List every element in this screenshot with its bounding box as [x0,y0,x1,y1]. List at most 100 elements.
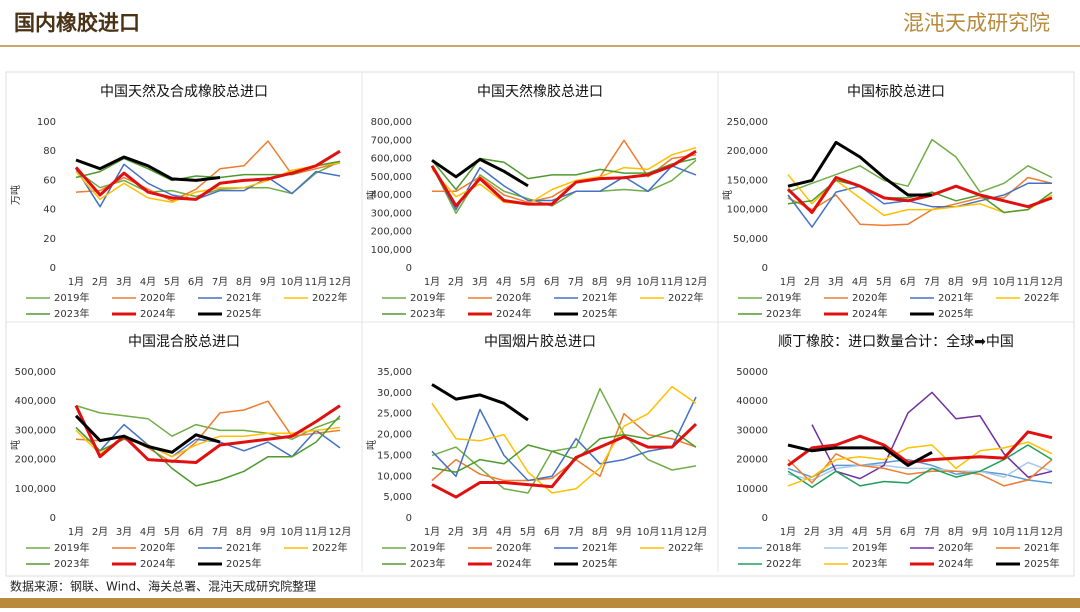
x-tick-label: 6月 [188,526,204,538]
x-tick-label: 12月 [1041,526,1064,538]
y-tick-label: 30,000 [377,388,412,399]
legend-label: 2021年 [226,541,261,554]
series-line [787,443,933,467]
series-line [74,414,221,454]
y-tick-label: 800,000 [371,117,412,128]
x-tick-label: 5月 [520,526,536,538]
x-tick-label: 7月 [212,526,228,538]
x-tick-label: 2月 [92,276,108,288]
y-axis-label: 吨 [721,190,734,200]
legend-label: 2021年 [582,541,617,554]
x-tick-label: 10月 [281,526,304,538]
x-tick-label: 3月 [828,276,844,288]
y-tick-label: 50,000 [733,234,768,245]
y-tick-label: 0 [762,263,768,274]
x-tick-label: 10月 [637,526,660,538]
series-line [75,163,341,208]
legend-label: 2021年 [1024,541,1059,554]
y-tick-label: 200,000 [371,227,412,238]
y-tick-label: 100,000 [15,484,56,495]
series-line [74,149,341,201]
y-tick-label: 40 [43,205,56,216]
logo: 混沌天成研究院 [903,11,1050,35]
x-tick-label: 5月 [164,526,180,538]
x-tick-label: 3月 [116,526,132,538]
legend-label: 2021年 [938,291,973,304]
series-line [74,404,341,464]
legend-label: 2023年 [766,307,801,320]
x-tick-label: 12月 [685,526,708,538]
x-tick-label: 6月 [544,276,560,288]
panel-frame [5,71,1075,577]
x-tick-label: 4月 [496,526,512,538]
chart-title: 中国标胶总进口 [847,83,945,100]
y-tick-label: 20,000 [377,430,412,441]
legend-label: 2023年 [852,557,887,570]
x-tick-label: 4月 [852,276,868,288]
x-tick-label: 9月 [260,276,276,288]
x-tick-label: 9月 [616,526,632,538]
x-tick-label: 12月 [685,276,708,288]
y-tick-label: 5,000 [383,492,412,503]
legend-label: 2025年 [582,307,617,320]
x-tick-label: 2月 [92,526,108,538]
series-line [431,146,697,205]
x-tick-label: 5月 [164,276,180,288]
legend-label: 2024年 [140,557,175,570]
x-tick-label: 2月 [448,276,464,288]
y-axis-label: 万吨 [9,185,22,205]
chart-title: 中国混合胶总进口 [128,333,240,350]
x-tick-label: 5月 [876,526,892,538]
x-tick-label: 1月 [68,276,84,288]
series-line [787,182,1052,228]
series-line [431,429,697,473]
slide-title: 国内橡胶进口 [14,11,140,35]
y-tick-label: 0 [50,513,56,524]
legend-label: 2020年 [140,541,175,554]
legend-label: 2019年 [410,541,445,554]
legend-label: 2024年 [140,307,175,320]
x-tick-label: 7月 [924,526,940,538]
legend-label: 2019年 [54,291,89,304]
y-tick-label: 10,000 [377,471,412,482]
chart-title: 顺丁橡胶：进口数量合计：全球➡中国 [778,333,1014,350]
y-tick-label: 250,000 [727,117,768,128]
x-tick-label: 7月 [924,276,940,288]
y-tick-label: 40000 [736,396,768,407]
x-tick-label: 10月 [281,276,304,288]
y-tick-label: 10000 [736,484,768,495]
x-tick-label: 8月 [236,276,252,288]
legend-label: 2021年 [582,291,617,304]
y-tick-label: 20000 [736,455,768,466]
legend-label: 2020年 [938,541,973,554]
x-tick-label: 5月 [520,276,536,288]
legend-label: 2024年 [938,557,973,570]
x-tick-label: 10月 [993,526,1016,538]
x-tick-label: 3月 [828,526,844,538]
x-tick-label: 8月 [592,276,608,288]
y-tick-label: 150,000 [727,175,768,186]
x-tick-label: 11月 [661,276,684,288]
source-note: 数据来源：钢联、Wind、海关总署、混沌天成研究院整理 [10,579,316,594]
x-tick-label: 6月 [900,526,916,538]
y-tick-label: 400,000 [371,190,412,201]
y-tick-label: 400,000 [15,396,56,407]
x-tick-label: 10月 [637,276,660,288]
legend-label: 2019年 [852,541,887,554]
legend-label: 2024年 [852,307,887,320]
y-axis-label: 吨 [365,190,378,200]
series-line [787,138,1053,193]
y-tick-label: 30000 [736,425,768,436]
legend-label: 2025年 [1024,557,1059,570]
legend-label: 2019年 [766,291,801,304]
x-tick-label: 1月 [424,526,440,538]
x-tick-label: 9月 [972,276,988,288]
legend-label: 2022年 [668,541,703,554]
legend-label: 2023年 [410,307,445,320]
y-tick-label: 0 [50,263,56,274]
legend-label: 2023年 [54,557,89,570]
x-tick-label: 1月 [780,526,796,538]
y-tick-label: 100,000 [371,245,412,256]
legend-label: 2025年 [938,307,973,320]
